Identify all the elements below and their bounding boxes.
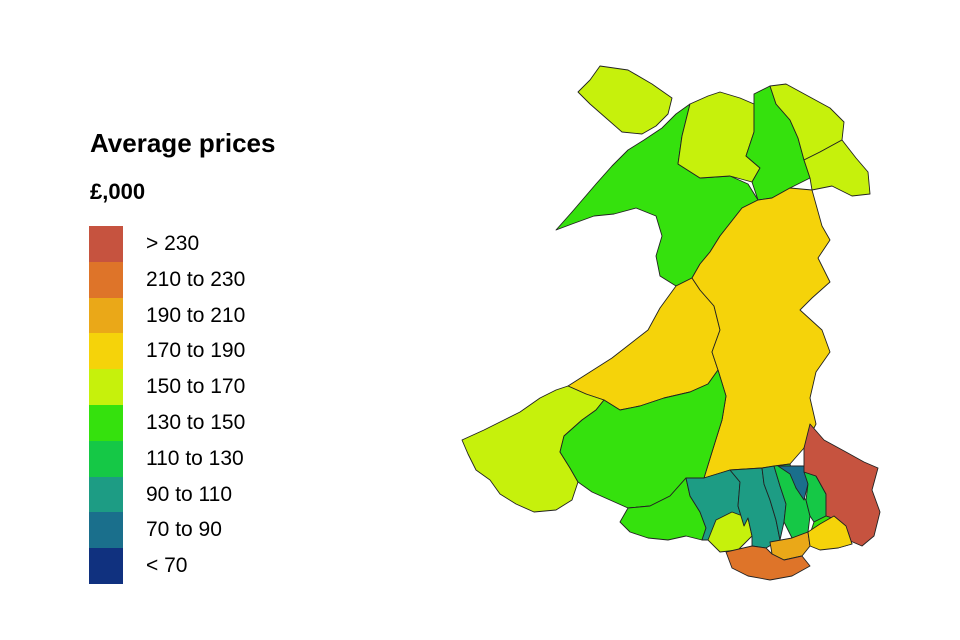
- legend-swatch: [89, 369, 123, 405]
- region-vale-of-glamorgan: [725, 545, 811, 581]
- legend-swatch: [89, 333, 123, 370]
- legend-swatch: [89, 476, 123, 513]
- region-gwynedd: [555, 103, 759, 287]
- legend-swatch: [89, 297, 123, 334]
- legend-title: Average prices: [90, 128, 276, 158]
- legend-label: 70 to 90: [146, 518, 222, 542]
- legend-label: > 230: [146, 232, 200, 255]
- legend-label: 170 to 190: [146, 339, 246, 363]
- region-monmouthshire: [803, 423, 881, 547]
- legend-unit: £,000: [90, 179, 146, 204]
- legend-label: 130 to 150: [146, 410, 246, 434]
- region-anglesey: [577, 65, 673, 135]
- legend-swatch: [89, 261, 123, 298]
- legend-label: < 70: [146, 554, 188, 578]
- legend-label: 150 to 170: [146, 375, 246, 399]
- region-conwy: [677, 91, 761, 183]
- region-wrexham: [803, 139, 871, 197]
- legend-swatch: [89, 440, 123, 477]
- legend-swatch: [89, 512, 123, 549]
- legend-swatch: [89, 548, 123, 584]
- legend-label: 190 to 210: [146, 303, 246, 327]
- legend-label: 110 to 130: [146, 446, 244, 470]
- legend-swatch: [89, 226, 123, 262]
- region-newport-coast: [807, 515, 853, 551]
- legend-label: 90 to 110: [146, 482, 233, 506]
- legend-swatch: [89, 404, 123, 441]
- legend-label: 210 to 230: [146, 267, 246, 291]
